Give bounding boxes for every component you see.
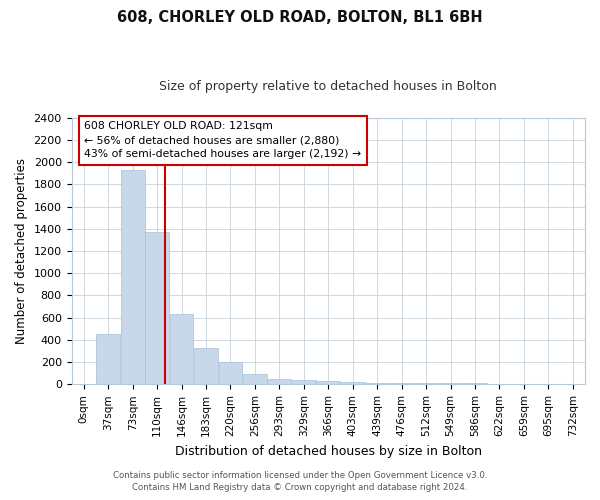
Bar	[341, 382, 365, 384]
Text: Contains public sector information licensed under the Open Government Licence v3: Contains public sector information licen…	[113, 471, 487, 480]
Bar	[316, 381, 340, 384]
Bar	[145, 232, 169, 384]
Bar	[194, 348, 218, 385]
Bar	[390, 383, 413, 384]
Bar	[463, 382, 487, 384]
Bar	[170, 314, 193, 384]
Bar	[268, 380, 291, 384]
Y-axis label: Number of detached properties: Number of detached properties	[15, 158, 28, 344]
X-axis label: Distribution of detached houses by size in Bolton: Distribution of detached houses by size …	[175, 444, 482, 458]
Bar	[292, 380, 316, 384]
Bar	[121, 170, 145, 384]
Bar	[97, 334, 120, 384]
Title: Size of property relative to detached houses in Bolton: Size of property relative to detached ho…	[160, 80, 497, 93]
Bar	[243, 374, 267, 384]
Text: Contains HM Land Registry data © Crown copyright and database right 2024.: Contains HM Land Registry data © Crown c…	[132, 484, 468, 492]
Text: 608, CHORLEY OLD ROAD, BOLTON, BL1 6BH: 608, CHORLEY OLD ROAD, BOLTON, BL1 6BH	[117, 10, 483, 25]
Bar	[365, 382, 389, 384]
Bar	[218, 362, 242, 384]
Text: 608 CHORLEY OLD ROAD: 121sqm
← 56% of detached houses are smaller (2,880)
43% of: 608 CHORLEY OLD ROAD: 121sqm ← 56% of de…	[84, 121, 361, 159]
Bar	[414, 383, 438, 384]
